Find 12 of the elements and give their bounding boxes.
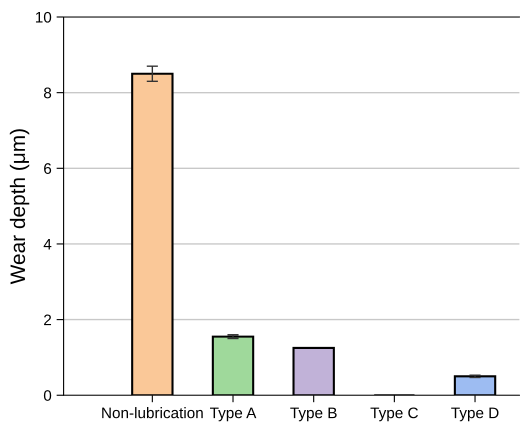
x-tick-label: Type B — [290, 408, 337, 422]
y-axis-title: Wear depth (μm) — [10, 129, 30, 284]
x-tick-label: Type C — [370, 407, 418, 422]
x-tick-label: Type D — [451, 408, 498, 422]
y-tick-label: 4 — [44, 238, 52, 250]
x-tick-label: Non-lubrication — [102, 407, 203, 418]
y-tick-label: 6 — [44, 163, 52, 174]
x-tick-label: Type A — [210, 408, 256, 422]
y-tick-label: 0 — [44, 390, 52, 401]
y-tick-label: 10 — [36, 12, 52, 23]
y-tick-label: 2 — [44, 314, 52, 326]
y-tick-label: 8 — [44, 88, 52, 98]
